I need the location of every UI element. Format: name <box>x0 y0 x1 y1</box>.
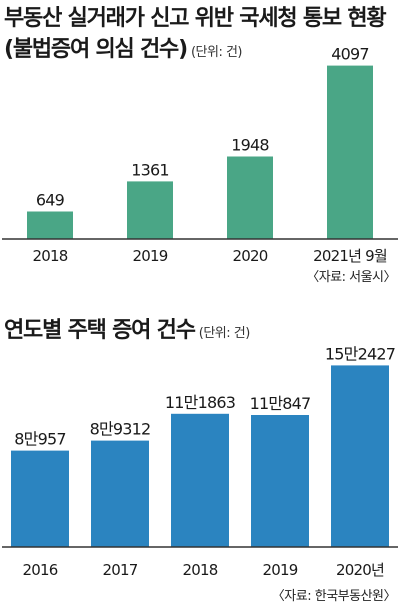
chart1-bar <box>27 211 73 239</box>
chart2-category-label: 2018 <box>183 561 218 579</box>
chart1-category-label: 2018 <box>33 247 68 265</box>
chart1-subtitle-row: (불법증여 의심 건수) (단위: 건) <box>4 31 243 63</box>
chart1-category-label: 2020 <box>233 247 268 265</box>
chart1-value-label: 649 <box>36 191 65 210</box>
chart2-value-label: 11만1863 <box>165 393 235 412</box>
chart2-bar <box>91 440 149 547</box>
chart2-value-label: 11만847 <box>250 394 311 413</box>
chart2-bar <box>251 415 309 547</box>
chart2-unit-note: (단위: 건) <box>198 326 251 341</box>
chart2-category-label: 2020년 <box>336 561 384 579</box>
chart1-value-label: 1361 <box>131 160 169 179</box>
chart2-value-label: 15만2427 <box>325 344 395 363</box>
chart1-bar <box>227 156 273 239</box>
chart2-bar <box>171 413 229 547</box>
chart1-unit-note: (단위: 건) <box>190 45 243 60</box>
chart2-bar <box>11 450 69 547</box>
chart1-category-label: 2019 <box>133 247 168 265</box>
chart1-bar <box>127 181 173 239</box>
chart1-category-label: 2021년 9월 <box>313 247 387 265</box>
chart1-subtitle: (불법증여 의심 건수) <box>4 37 188 62</box>
chart1-bar <box>327 65 373 239</box>
chart2-source: 〈자료: 한국부동산원〉 <box>271 589 397 604</box>
chart2-value-label: 8만9312 <box>90 420 151 439</box>
chart2-category-label: 2016 <box>23 561 58 579</box>
chart2-category-label: 2019 <box>263 561 298 579</box>
chart1-value-label: 1948 <box>231 136 269 155</box>
chart2-title: 연도별 주택 증여 건수 <box>4 318 196 343</box>
chart2-category-label: 2017 <box>103 561 138 579</box>
chart2-title-row: 연도별 주택 증여 건수 (단위: 건) <box>4 312 250 344</box>
chart2-bar <box>331 365 389 547</box>
chart2-value-label: 8만957 <box>14 430 65 449</box>
chart1-value-label: 4097 <box>331 45 369 64</box>
chart1-source: 〈자료: 서울시〉 <box>306 270 396 285</box>
chart1-title: 부동산 실거래가 신고 위반 국세청 통보 현황 <box>4 6 387 31</box>
